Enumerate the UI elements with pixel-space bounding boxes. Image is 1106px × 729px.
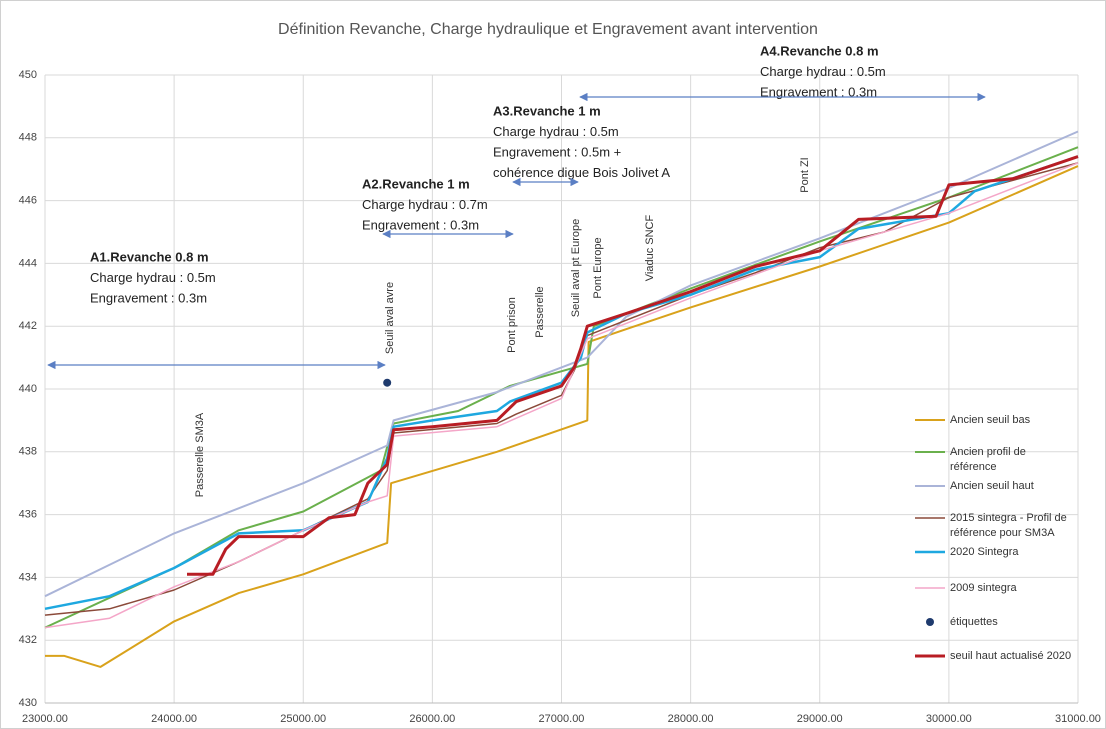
legend-label: 2009 sintegra: [950, 582, 1018, 594]
x-tick-label: 24000.00: [151, 713, 197, 725]
series-line: [45, 165, 1079, 668]
series-line: [44, 155, 1079, 611]
y-tick-label: 446: [19, 195, 37, 207]
x-tick-label: 31000.00: [1055, 713, 1101, 725]
series-line: [44, 130, 1079, 598]
y-tick-label: 434: [19, 571, 37, 583]
y-tick-label: 432: [19, 634, 37, 646]
annotation-text: Charge hydrau : 0.5m: [493, 124, 619, 139]
structure-label: Pont Europe: [592, 237, 604, 298]
y-tick-label: 442: [19, 320, 37, 332]
annotation-text: A1.Revanche 0.8 m: [90, 249, 209, 264]
x-tick-label: 30000.00: [926, 713, 972, 725]
x-tick-label: 26000.00: [409, 713, 455, 725]
legend-line: référence pour SM3A: [950, 527, 1055, 539]
y-tick-label: 440: [19, 383, 37, 395]
y-tick-label: 436: [19, 509, 37, 521]
legend-label: 2020 Sintegra: [950, 546, 1019, 558]
data-point: [383, 378, 392, 387]
y-tick-label: 450: [19, 69, 37, 81]
x-tick-label: 29000.00: [797, 713, 843, 725]
x-tick-label: 23000.00: [22, 713, 68, 725]
x-tick-label: 28000.00: [668, 713, 714, 725]
legend-label: Ancien seuil bas: [950, 414, 1031, 426]
annotation-text: Charge hydrau : 0.7m: [362, 197, 488, 212]
y-tick-label: 448: [19, 132, 37, 144]
structure-label: Seuil aval pt Europe: [570, 219, 582, 317]
legend-label: 2015 sintegra - Profil de référence pour …: [950, 512, 1067, 539]
structure-label: Passerelle: [534, 286, 546, 337]
structure-label: Viaduc SNCF: [644, 215, 656, 282]
legend-label: seuil haut actualisé 2020: [950, 650, 1071, 662]
structure-label: Passerelle SM3A: [194, 412, 206, 497]
annotation-text: Charge hydrau : 0.5m: [90, 270, 216, 285]
legend-swatch: [926, 618, 934, 626]
legend-line: référence: [950, 461, 996, 473]
annotation-text: cohérence digue Bois Jolivet A: [493, 165, 670, 180]
y-tick-label: 438: [19, 446, 37, 458]
x-tick-label: 27000.00: [539, 713, 585, 725]
structure-label: Seuil aval avre: [384, 282, 396, 354]
legend-label: Ancien seuil haut: [950, 480, 1034, 492]
annotation-text: Engravement : 0.5m +: [493, 144, 621, 159]
legend-label: Ancien profil de référence: [950, 446, 1026, 473]
series-line: [187, 155, 1079, 576]
structure-label: Pont prison: [506, 297, 518, 353]
y-tick-label: 444: [19, 257, 37, 269]
legend-line: 2015 sintegra - Profil de: [950, 512, 1067, 524]
annotation-text: Engravement : 0.3m: [90, 290, 207, 305]
chart-title: Définition Revanche, Charge hydraulique …: [278, 21, 818, 38]
annotation-text: Engravement : 0.3m: [362, 217, 479, 232]
y-tick-label: 430: [19, 697, 37, 709]
series-line: [44, 146, 1079, 629]
structure-label: Pont ZI: [799, 157, 811, 192]
annotation-text: A2.Revanche 1 m: [362, 176, 470, 191]
annotation-text: A3.Revanche 1 m: [493, 103, 601, 118]
legend-label: étiquettes: [950, 616, 998, 628]
x-tick-label: 25000.00: [280, 713, 326, 725]
annotation-text: A4.Revanche 0.8 m: [760, 43, 879, 58]
annotation-text: Charge hydrau : 0.5m: [760, 64, 886, 79]
legend-line: Ancien profil de: [950, 446, 1026, 458]
